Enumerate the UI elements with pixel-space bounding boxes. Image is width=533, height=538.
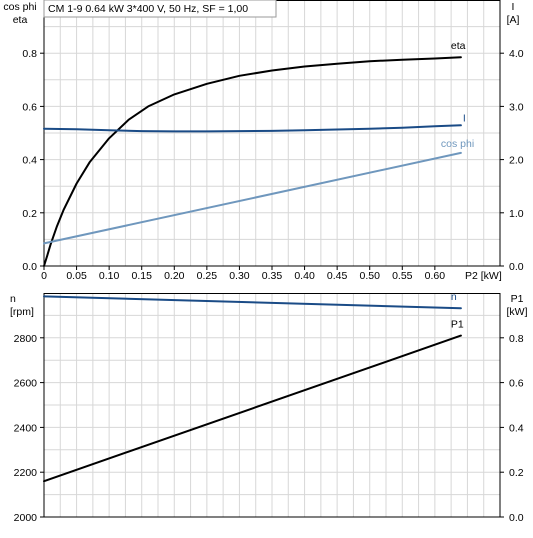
y-left-tick-label: 2800	[14, 333, 38, 345]
bottom-chart: 200022002400260028000.00.20.40.60.8n[rpm…	[10, 291, 528, 524]
y-left-tick-label: 2000	[14, 512, 38, 524]
y-right-tick-label: 3.0	[509, 101, 524, 113]
x-tick-label: 0.45	[327, 270, 348, 282]
series-line-n	[43, 295, 462, 310]
y-right-tick-label: 2.0	[509, 155, 524, 167]
series-line-p1	[43, 334, 462, 483]
y-left-unit: [rpm]	[10, 306, 34, 318]
top-chart: 0 0.05 0.10 0.15 0.20 0.25 0.30 0.35 0.40 0.45 0.5…	[3, 0, 524, 282]
y-left-tick-label: 0.2	[22, 208, 37, 220]
y-right-title: P1	[511, 293, 524, 305]
y-left-tick-label: 0.8	[22, 48, 37, 60]
header-text: CM 1-9 0.64 kW 3*400 V, 50 Hz, SF = 1,00	[48, 3, 248, 15]
x-tick-label: 0.40	[294, 270, 315, 282]
series-label-cos-phi: cos phi	[441, 138, 474, 150]
y-right-tick-label: 4.0	[509, 48, 524, 60]
series-label-p1: P1	[451, 319, 464, 331]
series-label-i: I	[463, 112, 466, 124]
series-line-i	[43, 124, 462, 133]
header-box	[43, 0, 277, 18]
x-tick-label: 0.60	[425, 270, 446, 282]
y-right-tick-label: 1.0	[509, 208, 524, 220]
y-left-tick-label: 0.0	[22, 261, 37, 273]
y-left-tick-label: 0.4	[22, 155, 37, 167]
series-line-cos-phi	[43, 151, 462, 245]
series-line-eta	[43, 56, 462, 267]
y-right-unit: [A]	[507, 14, 520, 26]
header-box-group: CM 1-9 0.64 kW 3*400 V, 50 Hz, SF = 1,00	[43, 0, 277, 18]
y-right-tick-label: 0.2	[509, 467, 524, 479]
x-tick-label: 0.30	[229, 270, 250, 282]
series-label-n: n	[451, 291, 457, 303]
x-tick-label: 0.15	[131, 270, 152, 282]
y-left-unit: eta	[13, 14, 28, 26]
y-right-tick-label: 0.8	[509, 333, 524, 345]
x-tick-label: 0.05	[66, 270, 87, 282]
y-right-tick-label: 0.6	[509, 378, 524, 390]
y-right-tick-label: 0.4	[509, 422, 524, 434]
y-left-title: cos phi	[3, 1, 36, 13]
y-left-tick-label: 0.6	[22, 101, 37, 113]
x-tick-label: 0.20	[164, 270, 185, 282]
y-left-tick-label: 2400	[14, 422, 38, 434]
x-tick-label: 0.25	[197, 270, 218, 282]
y-right-tick-label: 0.0	[509, 261, 524, 273]
x-tick-label: 0.55	[392, 270, 413, 282]
x-tick-label: 0.10	[99, 270, 120, 282]
x-tick-label: 0.50	[359, 270, 380, 282]
y-left-title: n	[10, 293, 16, 305]
x-tick-label: 0	[41, 270, 47, 282]
y-left-tick-label: 2200	[14, 467, 38, 479]
y-right-title: I	[512, 1, 515, 13]
bottom-plot-frame	[43, 293, 501, 518]
y-right-unit: [kW]	[507, 306, 528, 318]
y-left-tick-label: 2600	[14, 378, 38, 390]
x-tick-label: 0.35	[262, 270, 283, 282]
x-axis-label: P2 [kW]	[465, 270, 502, 282]
series-label-eta: eta	[451, 40, 466, 52]
y-right-tick-label: 0.0	[509, 512, 524, 524]
